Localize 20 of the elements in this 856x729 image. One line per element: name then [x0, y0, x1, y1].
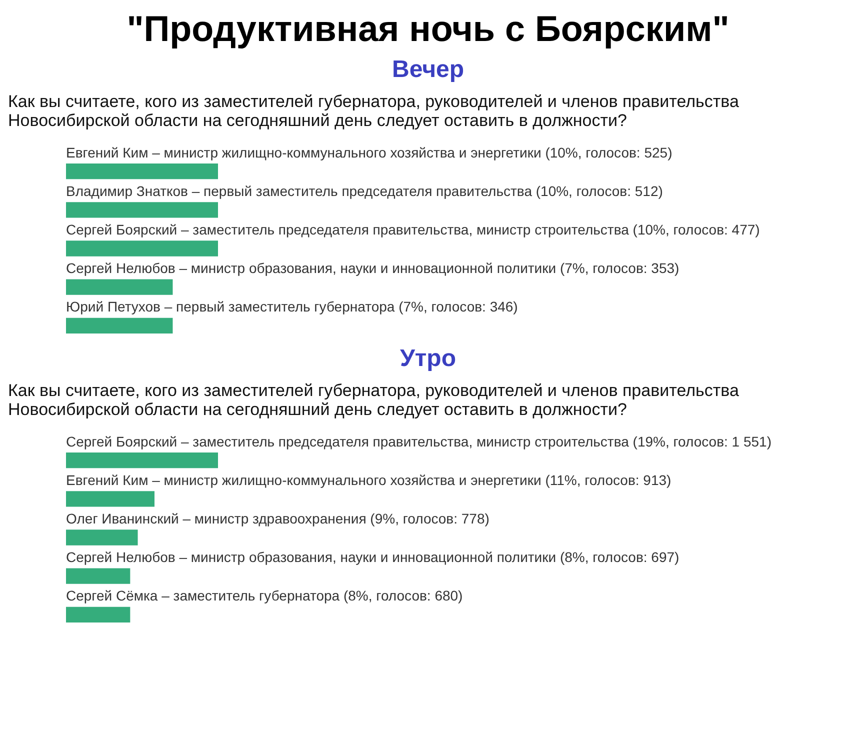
text: Как вы считаете, кого из заместителей губернатора, руководителей и членов правительства Новосибирской области на сегодняшний день следует оставить в должности? — [8, 92, 740, 130]
bar — [66, 530, 138, 546]
text: Вечер — [390, 56, 466, 84]
bar — [66, 606, 130, 623]
y-tick-label: Евгений Ким – министр жилищно-коммунального хозяйства и энергетики (10%, голосов: 525) — [66, 144, 672, 160]
y-tick-label: Сергей Боярский – заместитель председателя правительства, министр строительства (19%, голосов: 1 551) — [66, 433, 772, 450]
y-tick-label: Сергей Боярский – заместитель председателя правительства, министр строительства (10%, голосов: 477) — [66, 222, 760, 238]
bar — [66, 491, 154, 507]
y-tick-label: Владимир Знатков – первый заместитель председателя правительства (10%, голосов: 512) — [66, 182, 663, 199]
y-tick-label: Олег Иванинский – министр здравоохранения (9%, голосов: 778) — [66, 510, 490, 526]
text: "Продуктивная ночь с Боярским" — [126, 8, 730, 50]
bar — [66, 568, 130, 584]
y-tick-label: Евгений Ким – министр жилищно-коммунального хозяйства и энергетики (11%, голосов: 913) — [66, 472, 672, 488]
y-tick-label: Сергей Нелюбов – министр образования, науки и инновационной политики (8%, голосов: 697) — [66, 549, 680, 566]
text: Как вы считаете, кого из заместителей губернатора, руководителей и членов правительства Новосибирской области на сегодняшний день следует оставить в должности? — [8, 381, 740, 419]
y-tick-label: Сергей Нелюбов – министр образования, науки и инновационной политики (7%, голосов: 353) — [66, 260, 680, 276]
y-tick-label: Юрий Петухов – первый заместитель губернатора (7%, голосов: 346) — [66, 298, 518, 315]
bar — [66, 452, 218, 468]
text: Утро — [398, 345, 457, 373]
y-tick-label: Сергей Сёмка – заместитель губернатора (8%, голосов: 680) — [66, 588, 463, 604]
